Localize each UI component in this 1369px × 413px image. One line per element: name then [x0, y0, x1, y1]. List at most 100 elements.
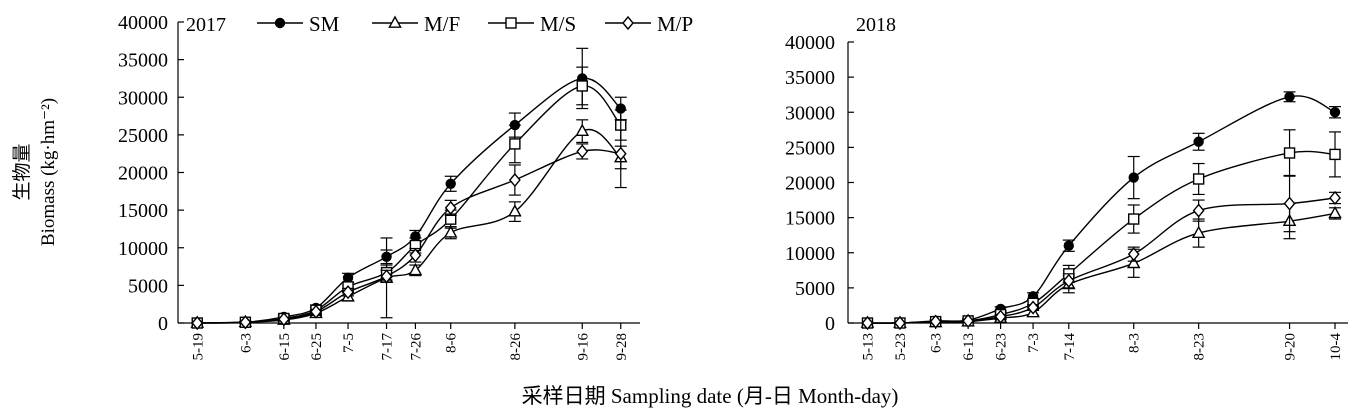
panel-2018-y-tick-label: 30000: [785, 102, 835, 124]
panel-2018-x-tick-label: 5-23: [893, 333, 909, 361]
panel-2017-y-ticks: 0 5000 10000 15000 20000 25000 30000 35000 40000: [118, 12, 184, 335]
panel-2017-point-m-s: [509, 138, 521, 150]
panel-2017-point-m-p: [409, 248, 422, 263]
legend-item-m-p: M/P: [605, 12, 693, 36]
panel-2017-point-m-p: [508, 172, 521, 188]
panel-2017-point-sm: [445, 178, 456, 189]
panel-2017-x-ticks: 5-19 6-3 6-15 6-25 7-5 7-17 7-26 8-6 8-26 9-16 9-2…: [190, 323, 630, 361]
panel-2017-series: [190, 47, 628, 331]
panel-2018-point-m-p: [861, 315, 874, 331]
panel-2017-x-tick-label: 6-25: [309, 333, 325, 361]
panel-2017-point-m-f: [443, 225, 458, 238]
panel-2017-x-tick-label: 5-19: [190, 333, 206, 361]
legend-item-sm: SM: [257, 12, 340, 36]
legend-label-m-f: M/F: [424, 12, 460, 36]
panel-2018-point-m-f: [1126, 255, 1141, 269]
panel-2017-title: 2017: [186, 14, 226, 36]
panel-2018-point-m-f: [1328, 205, 1342, 219]
panel-2018-series: [860, 91, 1342, 331]
panel-2017-point-m-s: [576, 80, 588, 92]
panel-2018-point-sm: [1193, 136, 1204, 147]
panel-2018-series-m-p: [861, 174, 1342, 331]
panel-2017-line-m-f: [197, 128, 622, 324]
panel-2018-x-tick-label: 9-20: [1283, 333, 1299, 361]
panel-2018-y-ticks: 0 5000 10000 15000 20000 25000 30000 35000 40000: [785, 32, 854, 335]
legend-marker-m-p: [622, 15, 634, 31]
panel-2018-point-m-s: [1192, 173, 1205, 185]
legend-item-m-s: M/S: [488, 12, 576, 36]
legend-marker-sm: [274, 17, 286, 29]
panel-2017-line-m-s: [197, 85, 622, 324]
panel-2017-point-m-p: [310, 304, 322, 319]
legend-label-m-p: M/P: [657, 12, 693, 36]
panel-2018-x-ticks: 5-13 5-23 6-3 6-13 6-23 7-3 7-14 8-3 8-23 9-20 10-…: [860, 323, 1344, 361]
panel-2017-x-tick-label: 7-26: [408, 333, 424, 361]
panel-2017-y-tick-label: 5000: [128, 275, 168, 297]
panel-2018-point-m-p: [1329, 190, 1341, 206]
panel-2018-x-tick-label: 8-23: [1192, 333, 1208, 361]
y-axis-label-en: Biomass (kg·hm⁻²): [38, 98, 59, 246]
panel-2018-x-tick-label: 6-3: [929, 333, 945, 353]
panel-2018-point-m-p: [1192, 203, 1205, 218]
panel-2018-line-m-p: [867, 197, 1336, 324]
panel-2017-y-tick-label: 35000: [118, 50, 168, 72]
panel-2017-point-m-p: [380, 269, 393, 284]
panel-2018-x-tick-label: 7-14: [1062, 333, 1078, 361]
panel-2017-y-tick-label: 0: [158, 313, 168, 335]
panel-2017-point-m-p: [614, 146, 627, 161]
panel-2018-point-sm: [1284, 91, 1295, 102]
panel-2017-point-m-p: [239, 315, 252, 330]
panel-2017-y-tick-label: 10000: [118, 238, 168, 260]
panel-2017-point-m-p: [576, 144, 589, 159]
panel-2018-y-tick-label: 5000: [795, 278, 835, 300]
panel-2017-x-tick-label: 7-5: [341, 333, 357, 353]
panel-2017-y-tick-label: 25000: [118, 125, 168, 147]
panel-2018-point-m-p: [1062, 273, 1075, 288]
panel-2018-point-m-p: [962, 313, 975, 328]
panel-2018-point-m-p: [1027, 300, 1039, 315]
panel-2017-series-m-f: [190, 119, 628, 328]
panel-2017: 0 5000 10000 15000 20000 25000 30000 35000 40000…: [118, 12, 640, 361]
panel-2017-x-tick-label: 6-15: [277, 333, 293, 361]
panel-2017-point-m-f: [508, 204, 522, 217]
panel-2018-point-m-s: [1128, 213, 1140, 225]
panel-2017-x-tick-label: 8-26: [508, 333, 524, 361]
panel-2018-point-sm: [1329, 107, 1341, 118]
panel-2018-point-m-p: [1127, 247, 1140, 262]
panel-2018-line-sm: [867, 95, 1336, 324]
panel-2018-point-m-p: [994, 309, 1007, 324]
panel-2018-point-m-p: [929, 314, 942, 329]
panel-2017-x-tick-label: 8-6: [444, 333, 460, 353]
panel-2018-point-sm: [1063, 240, 1074, 251]
panel-2017-point-m-p: [191, 315, 204, 331]
panel-2018-point-m-p: [1283, 196, 1296, 211]
panel-2017-y-tick-label: 30000: [118, 87, 168, 109]
panel-2017-point-m-p: [342, 285, 354, 300]
panel-2018-x-tick-label: 7-3: [1026, 333, 1042, 353]
panel-2018-point-sm: [1128, 172, 1139, 183]
panel-2018-y-tick-label: 10000: [785, 243, 835, 265]
panel-2017-point-m-f: [575, 123, 590, 137]
panel-2018-point-m-s: [1283, 147, 1296, 159]
panel-2017-line-m-p: [197, 149, 621, 324]
panel-2017-point-sm: [342, 272, 354, 284]
y-axis-label-cn: 生物量: [11, 143, 33, 200]
panel-2017-y-tick-label: 20000: [118, 163, 168, 185]
panel-2017-point-m-p: [444, 200, 457, 215]
panel-2018-x-tick-label: 10-4: [1328, 333, 1344, 361]
panel-2017-series-m-p: [191, 119, 627, 331]
panel-2018-x-tick-label: 6-23: [994, 333, 1010, 361]
panel-2018-x-tick-label: 6-13: [961, 333, 977, 361]
legend: SM M/F M/S M/P: [257, 12, 693, 36]
panel-2018-y-tick-label: 15000: [785, 208, 835, 230]
panel-2018-y-tick-label: 35000: [785, 67, 835, 89]
panel-2018-series-m-s: [861, 129, 1342, 329]
panel-2018: 0 5000 10000 15000 20000 25000 30000 35000 40000…: [785, 14, 1348, 361]
panel-2017-point-m-p: [277, 312, 290, 327]
legend-marker-m-s: [505, 17, 517, 29]
panel-2017-x-tick-label: 7-17: [380, 333, 396, 361]
panel-2018-series-m-f: [860, 202, 1342, 328]
legend-label-sm: SM: [309, 12, 340, 36]
panel-2018-y-tick-label: 20000: [785, 173, 835, 195]
panel-2018-title: 2018: [856, 14, 896, 36]
